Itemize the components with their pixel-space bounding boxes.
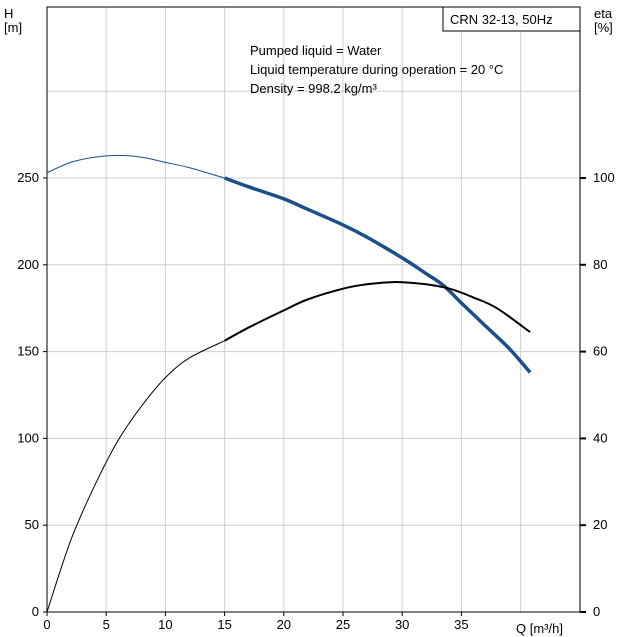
efficiency-curve-thin <box>46 340 225 613</box>
x-axis-label: Q [m³/h] <box>516 621 563 636</box>
y-left-axis-label-line2: [m] <box>4 20 22 35</box>
y-left-axis-label-line1: H <box>4 6 13 21</box>
y-left-tick-label: 0 <box>32 604 39 619</box>
x-tick-label: 35 <box>454 617 468 632</box>
axis-ticks: 0 5 10 15 20 25 30 35 0 50 100 150 200 250 0 20 40 60 80 10… <box>17 170 614 632</box>
x-tick-label: 20 <box>277 617 291 632</box>
x-tick-label: 5 <box>103 617 110 632</box>
y-right-axis-label-line2: [%] <box>594 20 613 35</box>
title-box-frame <box>442 6 581 32</box>
head-curve-operating <box>224 176 532 374</box>
chart-title: CRN 32-13, 50Hz <box>450 12 553 27</box>
x-tick-label: 15 <box>217 617 231 632</box>
y-right-tick-label: 20 <box>593 517 607 532</box>
y-left-tick-label: 250 <box>17 170 39 185</box>
head-curve-thin <box>46 154 225 179</box>
series-group <box>46 154 532 613</box>
annotation-liquid-temperature: Liquid temperature during operation = 20… <box>250 62 503 77</box>
annotation-pumped-liquid: Pumped liquid = Water <box>250 43 382 58</box>
y-right-tick-label: 100 <box>593 170 615 185</box>
y-left-tick-label: 50 <box>25 517 39 532</box>
y-right-axis-label-line1: eta <box>594 6 613 21</box>
efficiency-curve-operating <box>224 280 531 342</box>
y-right-tick-label: 80 <box>593 257 607 272</box>
y-right-tick-label: 60 <box>593 344 607 359</box>
y-left-tick-label: 200 <box>17 257 39 272</box>
x-tick-label: 30 <box>395 617 409 632</box>
y-right-tick-label: 0 <box>593 604 600 619</box>
x-tick-label: 25 <box>336 617 350 632</box>
x-tick-label: 0 <box>43 617 50 632</box>
x-tick-label: 10 <box>158 617 172 632</box>
y-left-tick-label: 150 <box>17 344 39 359</box>
title-box: CRN 32-13, 50Hz <box>442 6 581 32</box>
liquid-info: Pumped liquid = Water Liquid temperature… <box>250 43 503 96</box>
y-right-tick-label: 40 <box>593 430 607 445</box>
plot-frame <box>46 6 581 613</box>
annotation-density: Density = 998.2 kg/m³ <box>250 81 377 96</box>
y-left-tick-label: 100 <box>17 430 39 445</box>
